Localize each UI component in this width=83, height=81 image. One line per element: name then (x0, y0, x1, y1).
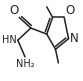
Text: O: O (9, 4, 19, 17)
Text: HN: HN (2, 35, 17, 45)
Text: N: N (70, 32, 79, 45)
Text: NH₂: NH₂ (16, 59, 34, 69)
Text: O: O (65, 4, 74, 17)
